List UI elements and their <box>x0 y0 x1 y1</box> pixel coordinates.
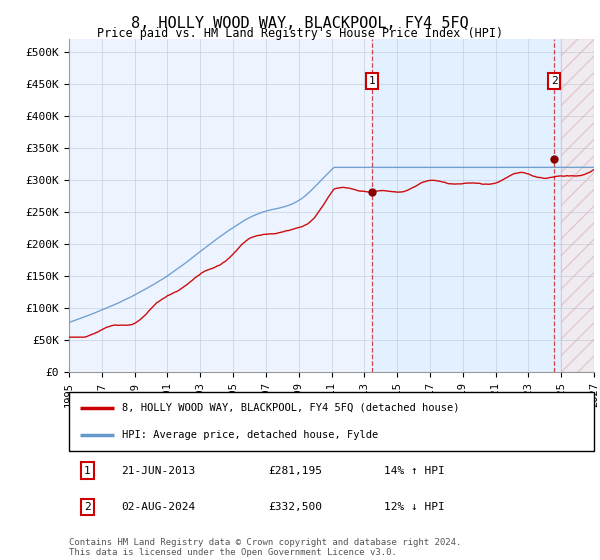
Bar <box>561 39 594 372</box>
Bar <box>372 39 561 372</box>
Text: 2: 2 <box>84 502 91 512</box>
Text: 02-AUG-2024: 02-AUG-2024 <box>121 502 196 512</box>
Text: Price paid vs. HM Land Registry's House Price Index (HPI): Price paid vs. HM Land Registry's House … <box>97 27 503 40</box>
Text: 12% ↓ HPI: 12% ↓ HPI <box>384 502 445 512</box>
Text: £332,500: £332,500 <box>269 502 323 512</box>
Text: 21-JUN-2013: 21-JUN-2013 <box>121 465 196 475</box>
Text: 8, HOLLY WOOD WAY, BLACKPOOL, FY4 5FQ (detached house): 8, HOLLY WOOD WAY, BLACKPOOL, FY4 5FQ (d… <box>121 403 459 413</box>
Text: £281,195: £281,195 <box>269 465 323 475</box>
FancyBboxPatch shape <box>69 392 594 451</box>
Text: 1: 1 <box>368 76 376 86</box>
Text: HPI: Average price, detached house, Fylde: HPI: Average price, detached house, Fyld… <box>121 430 378 440</box>
Text: 2: 2 <box>551 76 557 86</box>
Text: 8, HOLLY WOOD WAY, BLACKPOOL, FY4 5FQ: 8, HOLLY WOOD WAY, BLACKPOOL, FY4 5FQ <box>131 16 469 31</box>
Text: 1: 1 <box>84 465 91 475</box>
Text: Contains HM Land Registry data © Crown copyright and database right 2024.
This d: Contains HM Land Registry data © Crown c… <box>69 538 461 557</box>
Text: 14% ↑ HPI: 14% ↑ HPI <box>384 465 445 475</box>
